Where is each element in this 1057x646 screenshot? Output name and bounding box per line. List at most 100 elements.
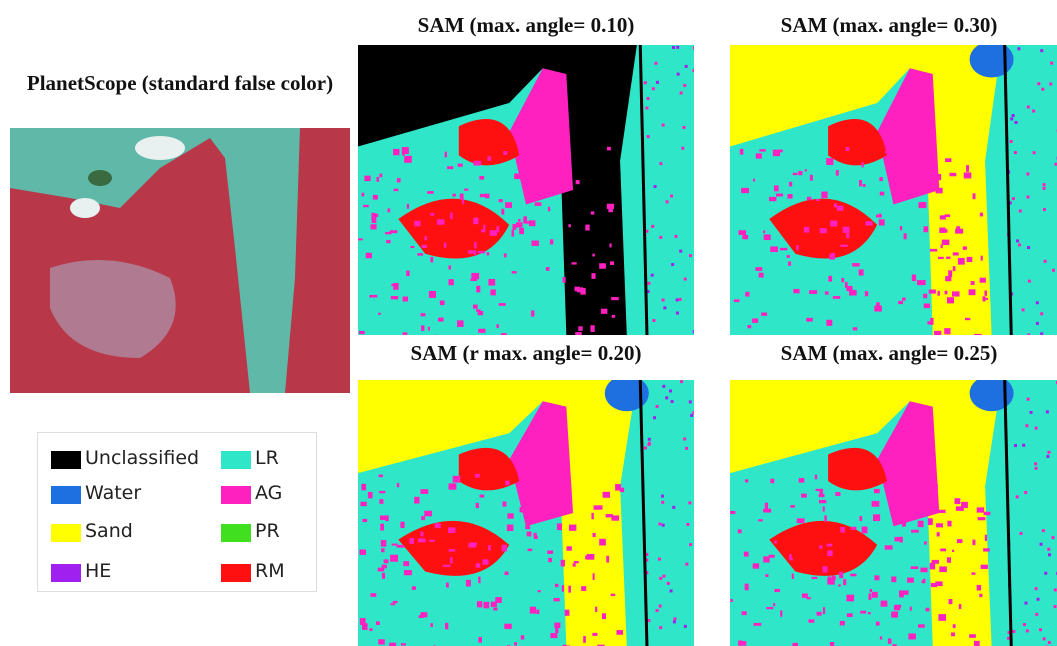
map-shape (1054, 588, 1057, 591)
map-shape (538, 590, 541, 592)
map-shape (841, 278, 844, 282)
map-shape (659, 236, 662, 239)
map-shape (1039, 628, 1042, 631)
map-shape (965, 318, 970, 320)
map-shape (769, 197, 776, 201)
map-shape (575, 332, 582, 335)
map-shape (692, 411, 694, 414)
map-shape (891, 612, 898, 618)
map-shape (1027, 105, 1030, 108)
map-shape (478, 251, 485, 254)
map-shape (745, 584, 749, 591)
map-shape (380, 524, 384, 531)
map-shape (911, 530, 919, 533)
map-shape (534, 536, 538, 539)
map-shape (683, 84, 686, 87)
map-shape (393, 283, 399, 290)
map-shape (684, 625, 687, 628)
map-shape (918, 624, 925, 627)
map-shape (874, 489, 880, 493)
map-shape (576, 180, 580, 184)
map-shape (573, 563, 576, 566)
legend-label: LR (255, 447, 279, 469)
map-shape (934, 331, 941, 335)
map-shape (945, 158, 951, 162)
map-shape (941, 245, 943, 249)
map-shape (953, 266, 956, 271)
map-shape (966, 165, 969, 172)
map-shape (379, 475, 383, 478)
map-shape (358, 238, 363, 240)
map-shape (685, 65, 688, 68)
legend-swatch (221, 524, 251, 542)
map-shape (838, 584, 841, 586)
map-shape (940, 549, 946, 552)
map-shape (1043, 208, 1046, 211)
map-shape (819, 500, 826, 503)
map-shape (900, 226, 902, 230)
map-shape (478, 637, 482, 643)
map-shape (407, 204, 409, 209)
map-shape (521, 635, 525, 639)
map-shape (670, 589, 673, 592)
map-shape (543, 149, 546, 153)
map-shape (370, 224, 376, 229)
legend-label: RM (255, 560, 285, 582)
map-shape (661, 495, 664, 498)
map-shape (473, 218, 478, 225)
map-shape (693, 330, 694, 333)
map-shape (1043, 187, 1046, 190)
map-shape (957, 539, 963, 543)
classified-map (730, 45, 1057, 335)
figure: PlanetScope (standard false color) SAM (… (0, 0, 1057, 646)
map-shape (740, 149, 744, 155)
map-shape (853, 327, 858, 330)
map-shape (379, 174, 382, 178)
map-shape (923, 579, 925, 584)
map-shape (859, 269, 864, 275)
map-shape (470, 279, 477, 281)
map-shape (983, 548, 990, 551)
map-shape (447, 166, 453, 169)
map-shape (362, 519, 367, 522)
map-shape (971, 281, 975, 285)
map-shape (382, 573, 385, 579)
map-shape (512, 230, 515, 237)
map-shape (944, 328, 950, 334)
map-shape (852, 263, 859, 266)
map-shape (491, 602, 497, 607)
map-shape (910, 607, 912, 611)
map-shape (932, 560, 939, 564)
map-shape (530, 161, 535, 164)
map-shape (519, 228, 524, 234)
map-shape (397, 483, 399, 487)
map-shape (804, 227, 809, 233)
map-shape (1028, 280, 1031, 283)
map-shape (476, 563, 481, 567)
map-shape (667, 582, 670, 585)
map-shape (361, 484, 366, 491)
map-shape (846, 286, 852, 291)
map-shape (899, 491, 902, 494)
map-shape (1016, 239, 1019, 242)
map-shape (391, 296, 398, 299)
map-shape (386, 240, 391, 243)
map-shape (928, 518, 933, 525)
map-shape (861, 162, 863, 167)
map-shape (1019, 210, 1022, 213)
map-shape (458, 164, 463, 167)
classified-map (730, 380, 1057, 646)
map-shape (823, 566, 828, 572)
map-shape (424, 236, 427, 240)
map-shape (593, 573, 595, 580)
map-shape (742, 611, 747, 615)
map-shape (665, 396, 668, 399)
map-shape (874, 306, 882, 312)
map-shape (1027, 196, 1030, 199)
map-shape (1033, 151, 1036, 154)
map-shape (449, 549, 455, 552)
map-shape (902, 298, 906, 301)
map-shape (978, 517, 986, 520)
map-shape (364, 176, 370, 181)
map-shape (669, 389, 672, 392)
